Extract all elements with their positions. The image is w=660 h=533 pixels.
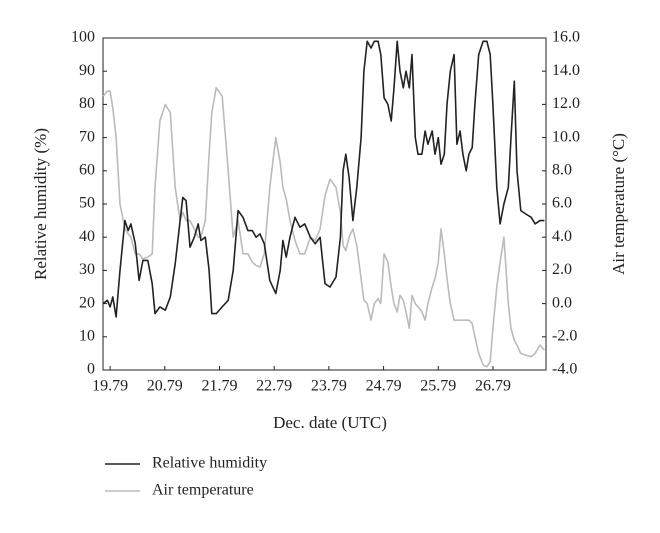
series-line <box>102 87 546 368</box>
y-tick-label: 90 <box>79 62 95 79</box>
y-axis-title: Relative humidity (%) <box>31 128 50 280</box>
y-tick-label: 0 <box>87 361 95 378</box>
y2-tick-label: 6.0 <box>552 195 572 212</box>
x-tick-label: 26.79 <box>475 378 511 395</box>
y-tick-label: 80 <box>79 95 95 112</box>
y2-tick-label: 0.0 <box>552 294 572 311</box>
y-tick-label: 40 <box>79 228 95 245</box>
y2-tick-label: 14.0 <box>552 62 580 79</box>
x-axis-title: Dec. date (UTC) <box>273 413 387 432</box>
y2-tick-label: 16.0 <box>552 29 580 46</box>
x-tick-label: 19.79 <box>92 378 128 395</box>
y2-tick-label: 8.0 <box>552 161 572 178</box>
y-tick-label: 30 <box>79 261 95 278</box>
y-tick-label: 10 <box>79 327 95 344</box>
series-line <box>102 40 545 318</box>
x-tick-label: 22.79 <box>256 378 292 395</box>
y2-tick-label: -4.0 <box>552 361 577 378</box>
y2-tick-label: -2.0 <box>552 327 577 344</box>
legend-label: Air temperature <box>152 482 254 499</box>
x-tick-label: 20.79 <box>147 378 183 395</box>
y-tick-label: 20 <box>79 294 95 311</box>
x-tick-label: 21.79 <box>201 378 237 395</box>
y2-tick-label: 10.0 <box>552 128 580 145</box>
legend-label: Relative humidity <box>152 455 267 472</box>
x-tick-label: 25.79 <box>420 378 456 395</box>
x-tick-label: 24.79 <box>366 378 402 395</box>
y2-tick-label: 12.0 <box>552 95 580 112</box>
y-tick-label: 70 <box>79 128 95 145</box>
y2-tick-label: 2.0 <box>552 261 572 278</box>
y2-axis-title: Air temperature (°C) <box>609 133 628 275</box>
y-tick-label: 100 <box>71 29 95 46</box>
y-tick-label: 50 <box>79 195 95 212</box>
x-tick-label: 23.79 <box>311 378 347 395</box>
y2-tick-label: 4.0 <box>552 228 572 245</box>
y-tick-label: 60 <box>79 161 95 178</box>
